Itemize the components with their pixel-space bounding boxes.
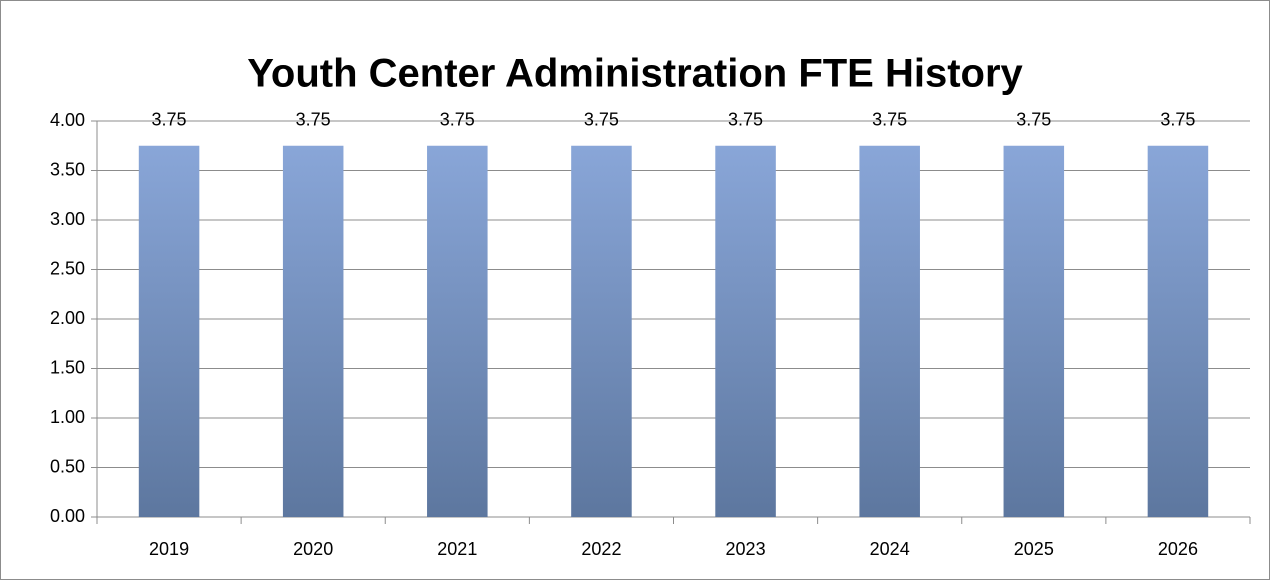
bar (138, 145, 200, 517)
bar (715, 145, 776, 517)
y-tick-label: 1.50 (50, 357, 85, 377)
y-tick-label: 3.00 (50, 209, 85, 229)
data-label: 3.75 (584, 110, 619, 130)
x-tick-label: 2021 (437, 539, 477, 559)
data-label: 3.75 (872, 110, 907, 130)
data-label: 3.75 (296, 110, 331, 130)
bar (282, 145, 344, 517)
bar (1003, 145, 1065, 517)
bar (571, 145, 632, 517)
y-tick-label: 3.50 (50, 159, 85, 179)
y-tick-label: 0.00 (50, 506, 85, 526)
x-tick-label: 2019 (149, 539, 189, 559)
y-tick-label: 2.00 (50, 308, 85, 328)
data-label: 3.75 (440, 110, 475, 130)
data-label: 3.75 (728, 110, 763, 130)
data-label: 3.75 (1016, 110, 1051, 130)
x-tick-label: 2025 (1014, 539, 1054, 559)
y-tick-label: 4.00 (50, 110, 85, 130)
x-tick-label: 2024 (870, 539, 910, 559)
chart-title: Youth Center Administration FTE History (247, 52, 1023, 96)
x-tick-label: 2026 (1158, 539, 1198, 559)
y-tick-label: 0.50 (50, 456, 85, 476)
x-tick-label: 2023 (726, 539, 766, 559)
y-tick-label: 2.50 (50, 258, 85, 278)
bar (859, 145, 920, 517)
x-tick-label: 2020 (293, 539, 333, 559)
bar (427, 145, 488, 517)
x-tick-label: 2022 (581, 539, 621, 559)
bar (1147, 145, 1209, 517)
data-label: 3.75 (152, 110, 187, 130)
data-label: 3.75 (1160, 110, 1195, 130)
y-tick-label: 1.00 (50, 407, 85, 427)
